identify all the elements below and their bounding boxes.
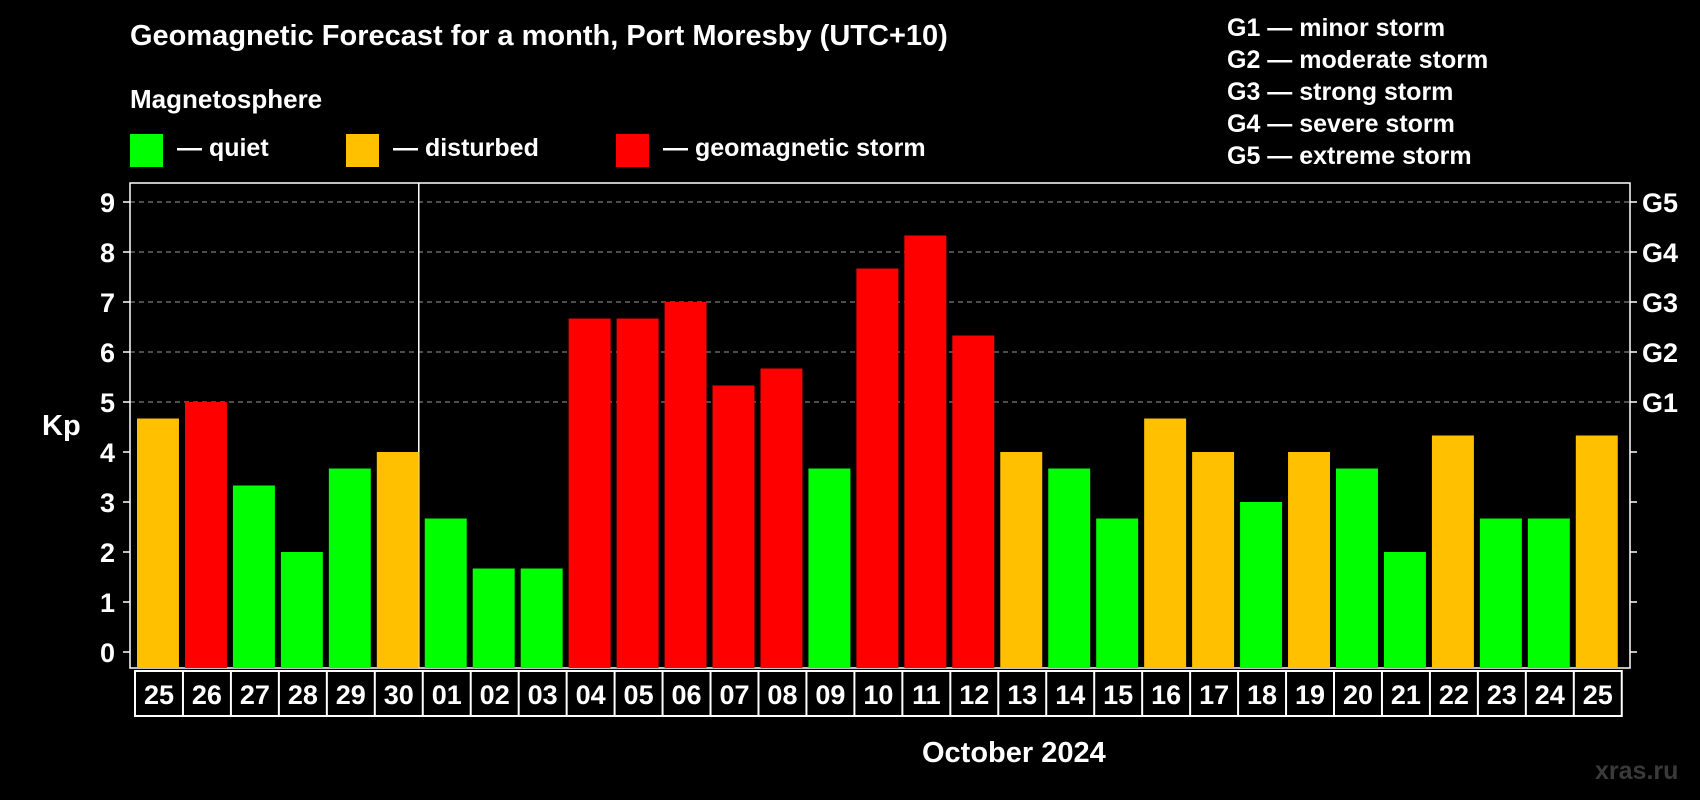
bar bbox=[376, 452, 419, 668]
date-label: 09 bbox=[815, 680, 845, 710]
bar bbox=[1431, 435, 1474, 668]
bar bbox=[1527, 518, 1570, 668]
date-label: 02 bbox=[480, 680, 510, 710]
y-tick-label: 9 bbox=[100, 188, 115, 218]
date-label: 29 bbox=[336, 680, 366, 710]
g-axis-label: G4 bbox=[1642, 238, 1678, 268]
bar bbox=[1048, 468, 1091, 668]
date-label: 10 bbox=[863, 680, 893, 710]
date-label: 18 bbox=[1247, 680, 1277, 710]
date-label: 13 bbox=[1007, 680, 1037, 710]
bar bbox=[1192, 452, 1235, 668]
date-label: 30 bbox=[384, 680, 414, 710]
bar bbox=[952, 335, 995, 668]
date-label: 20 bbox=[1343, 680, 1373, 710]
y-axis-label: Kp bbox=[42, 410, 81, 442]
x-axis-label: October 2024 bbox=[922, 737, 1106, 769]
bar bbox=[1096, 518, 1139, 668]
bar bbox=[808, 468, 851, 668]
g-axis-label: G1 bbox=[1642, 388, 1678, 418]
date-label: 23 bbox=[1487, 680, 1517, 710]
bar bbox=[712, 385, 755, 668]
date-label: 22 bbox=[1439, 680, 1469, 710]
bar bbox=[1575, 435, 1618, 668]
legend-swatch-disturbed bbox=[346, 134, 379, 167]
date-label: 05 bbox=[624, 680, 654, 710]
bar bbox=[1240, 502, 1283, 668]
date-label: 06 bbox=[672, 680, 702, 710]
bar bbox=[1336, 468, 1378, 668]
bar bbox=[1144, 418, 1187, 668]
date-label: 16 bbox=[1151, 680, 1181, 710]
g-scale-g4: G4 — severe storm bbox=[1227, 110, 1455, 138]
bar bbox=[280, 552, 323, 668]
bar bbox=[1383, 552, 1426, 668]
legend-label-disturbed: — disturbed bbox=[393, 134, 539, 162]
bar bbox=[1479, 518, 1522, 668]
date-label: 25 bbox=[1583, 680, 1613, 710]
y-tick-label: 2 bbox=[100, 538, 115, 568]
date-label: 21 bbox=[1391, 680, 1421, 710]
date-label: 01 bbox=[432, 680, 462, 710]
legend-swatch-quiet bbox=[130, 134, 163, 167]
date-label: 26 bbox=[192, 680, 222, 710]
date-label: 27 bbox=[240, 680, 270, 710]
y-tick-label: 6 bbox=[100, 338, 115, 368]
bar bbox=[424, 518, 467, 668]
date-label: 17 bbox=[1199, 680, 1229, 710]
date-label: 28 bbox=[288, 680, 318, 710]
y-tick-label: 8 bbox=[100, 238, 115, 268]
g-scale-g2: G2 — moderate storm bbox=[1227, 46, 1489, 74]
g-scale-g5: G5 — extreme storm bbox=[1227, 142, 1472, 170]
legend-swatch-storm bbox=[616, 134, 649, 167]
watermark: xras.ru bbox=[1595, 757, 1679, 785]
bar bbox=[232, 485, 275, 668]
date-label: 14 bbox=[1055, 680, 1085, 710]
date-label: 15 bbox=[1103, 680, 1133, 710]
date-label: 12 bbox=[959, 680, 989, 710]
bar bbox=[568, 318, 611, 668]
y-tick-label: 5 bbox=[100, 388, 115, 418]
bar bbox=[184, 402, 227, 668]
date-label: 04 bbox=[576, 680, 606, 710]
bar bbox=[137, 418, 179, 668]
g-scale-g1: G1 — minor storm bbox=[1227, 14, 1446, 42]
bar bbox=[1288, 452, 1330, 668]
bar bbox=[472, 568, 515, 668]
y-tick-label: 7 bbox=[100, 288, 115, 318]
date-label: 03 bbox=[528, 680, 558, 710]
g-scale-g3: G3 — strong storm bbox=[1227, 78, 1454, 106]
y-tick-label: 4 bbox=[100, 438, 115, 468]
date-label: 24 bbox=[1535, 680, 1565, 710]
g-axis-label: G3 bbox=[1642, 288, 1678, 318]
date-strip bbox=[134, 670, 1623, 717]
date-label: 19 bbox=[1295, 680, 1325, 710]
date-label: 07 bbox=[719, 680, 749, 710]
chart-title: Geomagnetic Forecast for a month, Port M… bbox=[130, 20, 948, 52]
g-axis-label: G2 bbox=[1642, 338, 1678, 368]
bar bbox=[616, 318, 659, 668]
date-label: 11 bbox=[912, 680, 941, 710]
bar bbox=[904, 235, 947, 668]
y-tick-label: 1 bbox=[100, 588, 115, 618]
bar bbox=[760, 368, 803, 668]
legend-title: Magnetosphere bbox=[130, 84, 323, 114]
date-label: 25 bbox=[144, 680, 174, 710]
bar bbox=[328, 468, 371, 668]
g-axis-label: G5 bbox=[1642, 188, 1678, 218]
y-tick-label: 0 bbox=[100, 638, 115, 668]
date-label: 08 bbox=[767, 680, 797, 710]
y-tick-label: 3 bbox=[100, 488, 115, 518]
legend-label-quiet: — quiet bbox=[177, 134, 269, 162]
bar bbox=[1000, 452, 1043, 668]
bar bbox=[664, 302, 707, 668]
bar bbox=[856, 268, 899, 668]
bar bbox=[520, 568, 563, 668]
legend-label-storm: — geomagnetic storm bbox=[663, 134, 926, 162]
